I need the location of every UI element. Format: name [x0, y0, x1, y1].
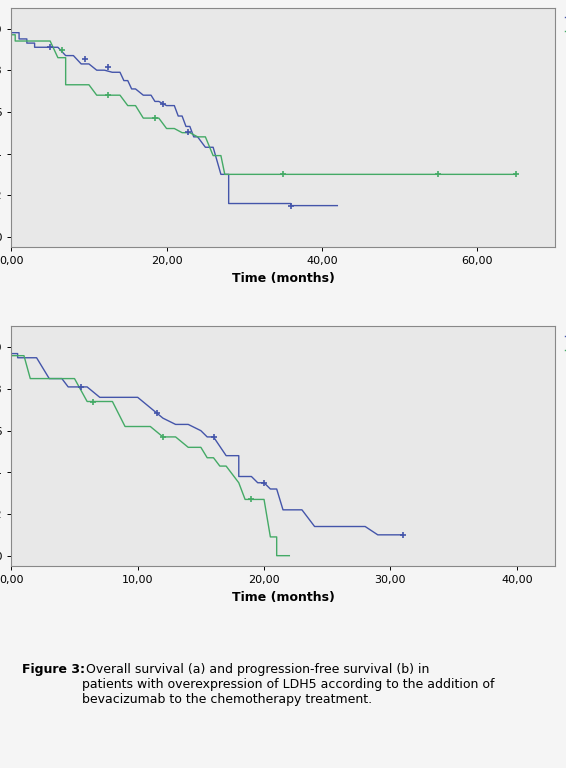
Legend: With bevacizumab, Without bevacizumab, , : With bevacizumab, Without bevacizumab, , [565, 13, 566, 65]
Legend: With Bevacizumab, Without bevacizumab, , : With Bevacizumab, Without bevacizumab, , [565, 332, 566, 384]
Text: Figure 3:: Figure 3: [22, 663, 85, 676]
X-axis label: Time (months): Time (months) [231, 272, 335, 285]
X-axis label: Time (months): Time (months) [231, 591, 335, 604]
Text: Overall survival (a) and progression-free survival (b) in
patients with overexpr: Overall survival (a) and progression-fre… [82, 663, 495, 706]
